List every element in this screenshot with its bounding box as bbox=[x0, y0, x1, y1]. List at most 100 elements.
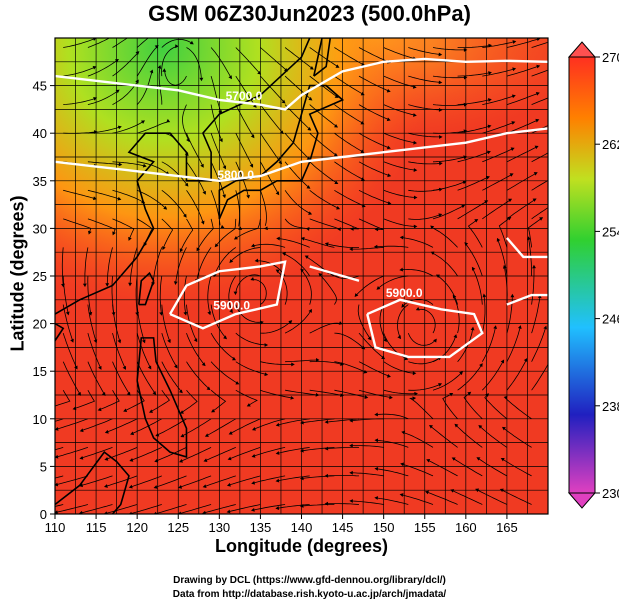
stream-arrow bbox=[429, 425, 433, 429]
stream-arrow bbox=[360, 120, 365, 125]
streamline bbox=[186, 47, 202, 78]
grid-lines bbox=[55, 38, 548, 514]
streamline bbox=[62, 361, 80, 394]
streamline bbox=[278, 447, 310, 454]
stream-arrow bbox=[173, 281, 178, 286]
stream-arrow bbox=[334, 123, 339, 128]
stream-arrow bbox=[200, 163, 204, 168]
streamline bbox=[84, 247, 89, 284]
streamline bbox=[408, 104, 440, 111]
stream-arrow bbox=[167, 339, 171, 344]
streamline bbox=[87, 218, 116, 233]
stream-arrow bbox=[275, 478, 280, 483]
streamline bbox=[407, 332, 435, 346]
stream-arrow bbox=[487, 124, 492, 129]
streamline bbox=[383, 47, 414, 59]
streamline bbox=[327, 503, 360, 505]
streamline bbox=[81, 504, 113, 514]
stream-arrow bbox=[257, 70, 262, 75]
streamline bbox=[156, 475, 187, 488]
streamline bbox=[352, 418, 384, 421]
stream-arrow bbox=[276, 236, 280, 241]
stream-arrow bbox=[93, 96, 98, 101]
stream-arrow bbox=[101, 392, 106, 397]
streamline bbox=[112, 53, 138, 77]
stream-arrow bbox=[202, 484, 207, 488]
stream-arrow bbox=[104, 457, 109, 461]
streamline bbox=[107, 418, 138, 433]
streamline bbox=[260, 75, 284, 102]
streamline bbox=[383, 104, 415, 116]
stream-arrow bbox=[511, 121, 516, 125]
stream-arrow bbox=[373, 244, 378, 249]
streamline bbox=[136, 361, 155, 393]
streamline bbox=[87, 91, 118, 105]
stream-arrow bbox=[118, 162, 123, 167]
streamline bbox=[136, 333, 151, 367]
stream-arrow bbox=[154, 45, 159, 49]
y-tick-label: 0 bbox=[40, 507, 47, 522]
stream-arrow bbox=[135, 51, 140, 55]
streamline bbox=[358, 361, 389, 377]
streamline bbox=[254, 447, 286, 457]
streamline bbox=[497, 240, 508, 277]
stream-arrow bbox=[412, 85, 417, 89]
x-tick-label: 110 bbox=[45, 520, 66, 535]
stream-arrow bbox=[211, 408, 216, 413]
streamline bbox=[183, 275, 187, 313]
streamline bbox=[63, 218, 92, 232]
streamline bbox=[175, 247, 187, 282]
streamline bbox=[87, 38, 111, 48]
height-contour-line bbox=[506, 293, 548, 306]
streamline bbox=[481, 296, 486, 334]
streamline bbox=[235, 190, 240, 227]
stream-arrow bbox=[147, 365, 152, 370]
streamline bbox=[132, 418, 162, 434]
streamline bbox=[352, 445, 384, 448]
streamline bbox=[260, 161, 278, 193]
stream-arrow bbox=[523, 358, 528, 363]
stream-arrow bbox=[179, 459, 183, 463]
stream-arrow bbox=[117, 125, 122, 130]
streamline bbox=[55, 475, 64, 479]
stream-arrow bbox=[376, 286, 381, 290]
stream-arrow bbox=[290, 395, 295, 400]
stream-arrow bbox=[116, 32, 120, 35]
height-contour-line bbox=[55, 57, 548, 111]
streamline bbox=[301, 270, 312, 305]
stream-arrow bbox=[178, 485, 183, 489]
stream-arrow bbox=[387, 374, 391, 378]
stream-arrow bbox=[275, 451, 280, 455]
stream-arrow bbox=[381, 355, 386, 360]
stream-arrow bbox=[324, 242, 329, 246]
stream-arrow bbox=[135, 79, 139, 84]
streamline bbox=[137, 189, 166, 208]
streamline bbox=[358, 189, 389, 204]
stream-arrow bbox=[309, 66, 314, 70]
streamline bbox=[235, 75, 256, 106]
streamline bbox=[210, 75, 221, 112]
streamline bbox=[358, 132, 389, 148]
streamline bbox=[428, 460, 458, 477]
streamline bbox=[284, 104, 310, 129]
streamline bbox=[260, 321, 291, 334]
stream-arrow bbox=[470, 326, 475, 331]
stream-arrow bbox=[487, 98, 492, 102]
streamline bbox=[210, 190, 221, 226]
stream-arrow bbox=[177, 511, 182, 514]
stream-arrow bbox=[300, 268, 305, 273]
stream-arrow bbox=[193, 338, 198, 343]
stream-arrow bbox=[413, 195, 418, 200]
streamline bbox=[161, 332, 177, 366]
streamline bbox=[402, 268, 434, 277]
streamline bbox=[383, 218, 415, 227]
streamline bbox=[320, 275, 338, 305]
stream-arrow bbox=[79, 455, 84, 460]
stream-arrow bbox=[152, 391, 157, 395]
stream-arrow bbox=[174, 364, 178, 369]
streamline bbox=[260, 104, 283, 133]
stream-arrow bbox=[306, 185, 311, 189]
stream-arrow bbox=[199, 77, 204, 82]
x-tick-label: 160 bbox=[455, 520, 477, 535]
stream-arrow bbox=[163, 205, 168, 210]
